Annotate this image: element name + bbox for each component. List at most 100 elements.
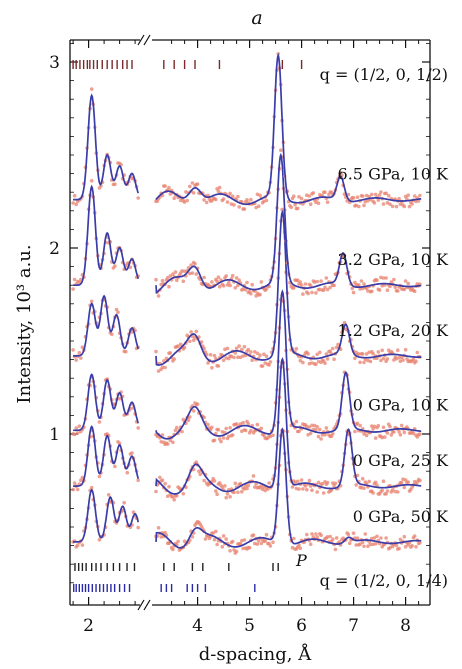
data-point — [165, 442, 170, 446]
data-point — [418, 432, 422, 436]
data-point — [333, 481, 338, 486]
data-point — [241, 420, 245, 425]
data-point — [228, 283, 232, 288]
data-point — [236, 490, 240, 495]
data-point — [354, 483, 359, 487]
data-point — [71, 201, 75, 205]
data-point — [384, 492, 388, 496]
data-point — [316, 201, 321, 205]
data-point — [308, 283, 313, 288]
data-point — [188, 415, 192, 419]
data-point — [224, 495, 228, 500]
fit-line — [73, 425, 140, 487]
data-point — [71, 348, 75, 352]
data-point — [360, 540, 365, 545]
data-point — [199, 340, 204, 344]
data-point — [228, 549, 232, 553]
data-point — [384, 191, 388, 196]
data-point — [262, 352, 266, 357]
data-point — [358, 542, 362, 546]
data-point — [221, 534, 226, 538]
data-point — [185, 198, 189, 203]
data-point — [325, 535, 330, 539]
data-point — [77, 424, 82, 429]
data-point — [323, 361, 327, 366]
data-point — [402, 204, 407, 209]
fit-line — [155, 209, 422, 366]
data-point — [364, 433, 369, 438]
data-point — [168, 438, 173, 443]
data-point — [414, 545, 418, 549]
data-point — [240, 489, 244, 494]
data-point — [236, 194, 240, 199]
data-point — [80, 345, 85, 350]
data-point — [403, 279, 408, 283]
data-point — [204, 200, 209, 205]
data-point — [186, 418, 191, 423]
data-point — [173, 270, 178, 274]
data-point — [72, 432, 77, 437]
data-point — [318, 427, 322, 432]
data-point — [399, 480, 404, 485]
data-point — [228, 191, 232, 196]
data-point — [190, 535, 195, 539]
data-point — [299, 478, 304, 482]
data-point — [324, 276, 329, 280]
data-point — [136, 478, 140, 483]
data-point — [385, 431, 390, 435]
data-point — [380, 488, 385, 493]
data-point — [396, 289, 400, 293]
data-point — [246, 483, 251, 488]
data-point — [381, 425, 386, 430]
data-point — [366, 544, 370, 548]
y-tick-label: 3 — [49, 53, 60, 73]
data-point — [171, 272, 175, 276]
data-point — [75, 543, 80, 547]
data-point — [182, 539, 187, 543]
plot-area: 2 4 5 6 7 8 1 2 3 0 GPa, 50 K 0 GPa, 25 K 0 GPa, 10… — [49, 34, 449, 636]
data-point — [314, 362, 318, 367]
data-point — [307, 425, 312, 429]
data-point — [368, 542, 373, 547]
data-point — [384, 276, 388, 280]
data-point — [376, 198, 381, 202]
panel-label: a — [251, 7, 262, 29]
data-point — [412, 289, 417, 294]
top-q-label: q = (1/2, 0, 1/2) — [320, 65, 448, 84]
data-point — [399, 423, 404, 428]
data-point — [130, 451, 134, 455]
data-point — [228, 495, 232, 499]
data-point — [243, 428, 248, 433]
data-point — [221, 284, 226, 288]
data-point — [212, 438, 217, 443]
data-point — [370, 424, 374, 428]
data-point — [314, 427, 318, 432]
data-point — [237, 344, 241, 348]
data-point — [299, 196, 304, 201]
data-point — [71, 287, 75, 291]
data-point — [321, 288, 326, 292]
data-point — [225, 200, 230, 204]
data-point — [264, 354, 269, 359]
data-point — [202, 275, 206, 280]
pattern-4: 3.2 GPa, 10 K — [71, 148, 449, 298]
data-point — [321, 491, 326, 495]
data-point — [362, 486, 366, 491]
data-point — [154, 277, 158, 282]
data-point — [232, 490, 236, 495]
data-point — [228, 426, 232, 430]
data-point — [315, 424, 320, 429]
data-point — [402, 430, 407, 435]
data-point — [216, 364, 221, 368]
data-point — [403, 545, 408, 549]
data-point — [221, 358, 226, 363]
data-point — [383, 435, 387, 439]
data-point — [375, 278, 379, 283]
data-point — [384, 536, 388, 540]
data-point — [319, 437, 323, 441]
data-point — [297, 543, 301, 547]
data-point — [370, 192, 374, 197]
data-point — [214, 529, 218, 534]
data-point — [171, 547, 175, 552]
data-point — [410, 543, 414, 548]
